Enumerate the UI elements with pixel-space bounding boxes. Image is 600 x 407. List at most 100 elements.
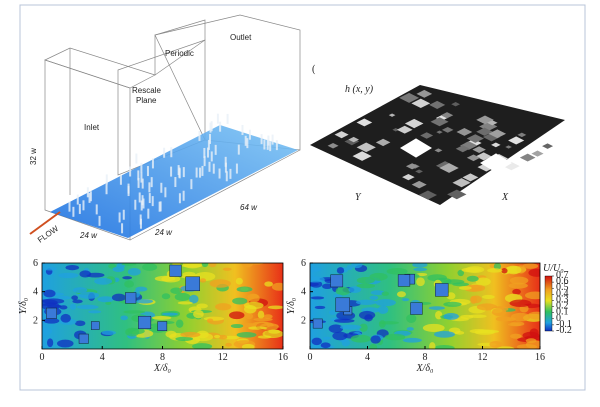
blob [58, 272, 79, 279]
blob [79, 270, 92, 278]
blob [346, 264, 353, 271]
blob [264, 281, 273, 287]
cube [137, 170, 140, 181]
block [440, 112, 454, 119]
x-tick-label: 4 [365, 352, 370, 363]
blob [74, 320, 86, 327]
blob [108, 263, 116, 269]
block [416, 89, 433, 98]
block [441, 126, 454, 133]
roughness-block [157, 321, 168, 331]
blob [505, 265, 522, 275]
blob [192, 343, 213, 349]
block [334, 131, 349, 139]
cube [263, 139, 266, 150]
block [356, 142, 376, 153]
block [415, 169, 423, 174]
x-tick-label: 4 [100, 352, 105, 363]
blob [241, 343, 255, 349]
blob [267, 305, 283, 310]
cube [148, 193, 151, 204]
blob [189, 294, 199, 304]
cube [76, 194, 79, 205]
cube [159, 201, 162, 212]
blob [42, 298, 65, 304]
block [455, 145, 470, 153]
blob [446, 292, 456, 300]
cube [206, 147, 209, 158]
cube [203, 147, 206, 158]
blob [43, 289, 56, 298]
block [508, 136, 525, 145]
cube [170, 166, 173, 177]
blob [369, 343, 378, 349]
blob [356, 276, 375, 284]
block [418, 190, 437, 200]
blob [355, 299, 377, 305]
cube [148, 182, 151, 193]
block [519, 153, 536, 162]
cube [224, 156, 227, 167]
label: Inlet [84, 123, 100, 132]
cube [182, 190, 185, 201]
blob [493, 263, 502, 270]
cube [127, 186, 130, 197]
blob [370, 290, 385, 296]
blob [236, 332, 257, 338]
y-axis-label: Y/δ₀ [286, 297, 297, 314]
block [404, 118, 424, 129]
dimension: 64 w [240, 203, 258, 212]
cube [214, 144, 217, 155]
blob [196, 330, 209, 339]
blob [452, 282, 469, 287]
blob [170, 287, 183, 294]
cube [140, 162, 143, 173]
terrain-blocks [327, 89, 554, 200]
blob [196, 303, 208, 309]
cube [82, 200, 85, 211]
block [420, 132, 434, 139]
cube [216, 113, 219, 124]
axis-label: Y [355, 192, 362, 203]
blob [332, 331, 348, 341]
block [429, 100, 446, 109]
label: Plane [136, 96, 157, 105]
blob [370, 335, 381, 344]
contour-field [310, 263, 540, 349]
blob [402, 337, 422, 343]
roughness-block [90, 321, 100, 330]
roughness-block [410, 302, 423, 315]
colorbar-tick-label: -0.1 [556, 319, 572, 330]
blob [232, 297, 248, 305]
blob [208, 263, 217, 268]
blob [175, 336, 194, 341]
block [491, 142, 501, 148]
blob [460, 314, 474, 319]
blob [335, 286, 351, 296]
cube [164, 187, 167, 198]
x-axis-label: X/δ₀ [153, 363, 172, 374]
blob [310, 281, 319, 287]
cube [260, 134, 263, 145]
block [462, 173, 479, 182]
blob [507, 322, 522, 327]
blob [235, 277, 243, 285]
blob [413, 267, 428, 272]
block [472, 146, 486, 153]
cube [78, 203, 81, 214]
cube [218, 168, 221, 179]
blob [443, 301, 462, 307]
cube [89, 191, 92, 202]
blob [525, 340, 540, 349]
blob [328, 324, 344, 333]
blob [97, 296, 115, 303]
roughness-block [185, 276, 200, 292]
x-tick-label: 16 [535, 352, 545, 363]
blob [123, 310, 146, 314]
block [542, 143, 554, 149]
blob [501, 267, 508, 274]
blob [474, 329, 495, 335]
blob [435, 310, 443, 320]
cube [224, 162, 227, 173]
block [434, 148, 443, 153]
